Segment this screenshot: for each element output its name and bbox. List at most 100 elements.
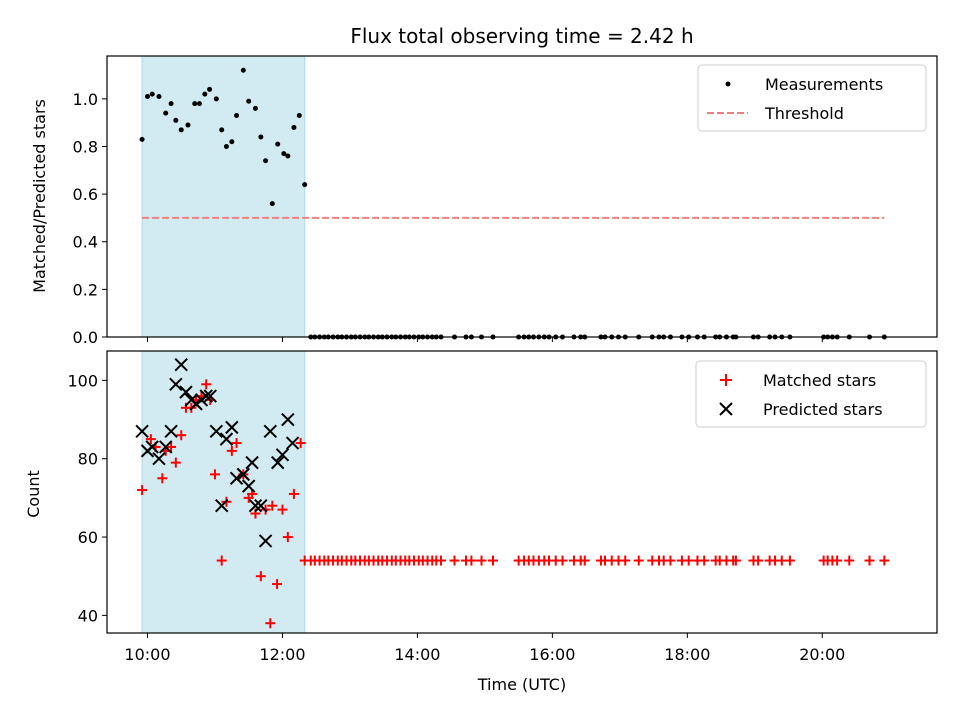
measurement-point	[156, 93, 162, 99]
predicted-star-point	[271, 455, 285, 470]
predicted-star-point	[135, 424, 149, 438]
matched-star-point	[231, 438, 242, 449]
predicted-star-point	[281, 412, 295, 427]
matched-star-point	[277, 504, 288, 515]
x-tick-label: 18:00	[664, 645, 710, 664]
predicted-star-point	[248, 499, 263, 513]
matched-star-point	[295, 438, 306, 449]
predicted-star-point	[152, 452, 166, 466]
matched-star-point	[730, 555, 741, 566]
x-tick-label: 20:00	[799, 645, 845, 664]
measurement-point	[178, 127, 184, 133]
predicted-star-point	[263, 424, 278, 438]
measurement-point	[219, 127, 225, 133]
measurement-point	[223, 143, 229, 149]
measurement-point	[285, 153, 291, 159]
measurement-point	[263, 158, 269, 164]
matched-star-point	[436, 555, 447, 566]
legend-matched-label: Matched stars	[763, 371, 876, 390]
predicted-star-point	[225, 420, 239, 435]
measurement-point	[240, 67, 246, 73]
matched-star-point	[226, 445, 237, 456]
ratio-panel: 0.0 0.2 0.4 0.6 0.8 1.0 Matched/Predicted sta…	[30, 55, 938, 347]
y-tick-label: 0.6	[73, 185, 98, 204]
predicted-star-point	[159, 440, 173, 454]
measurement-point	[281, 151, 287, 157]
observing-span-top	[141, 55, 306, 338]
y-tick-label: 0.4	[73, 233, 98, 252]
matched-star-point	[699, 555, 710, 566]
matched-star-point	[209, 469, 220, 480]
measurement-point	[196, 101, 202, 107]
predicted-star-point	[179, 385, 193, 399]
matched-star-point	[255, 571, 266, 582]
matched-star-point	[579, 555, 590, 566]
ratio-y-axis-label: Matched/Predicted stars	[30, 99, 49, 293]
matched-star-point	[282, 532, 293, 543]
matched-star-point	[879, 555, 890, 566]
chart-title: Flux total observing time = 2.42 h	[350, 24, 693, 48]
x-tick-label: 12:00	[259, 645, 305, 664]
x-tick-label: 10:00	[124, 645, 170, 664]
count-legend: Matched stars Predicted stars	[695, 360, 927, 428]
matched-star-point	[620, 555, 631, 566]
predicted-star-point	[254, 499, 268, 513]
matched-star-point	[832, 555, 843, 566]
measurement-point	[213, 96, 219, 102]
legend-measurements-marker	[725, 81, 731, 87]
predicted-star-point	[209, 424, 224, 438]
matched-star-point	[216, 555, 227, 566]
measurement-point	[173, 117, 179, 123]
predicted-star-point	[145, 440, 159, 454]
legend-threshold-label: Threshold	[764, 104, 844, 123]
predicted-star-point	[245, 455, 259, 470]
measurement-point	[296, 113, 302, 119]
y-tick-label: 80	[78, 450, 98, 469]
measurement-point	[269, 201, 275, 207]
predicted-star-point	[203, 389, 217, 403]
matched-star-point	[864, 555, 875, 566]
predicted-star-point	[219, 432, 234, 446]
measurement-point	[291, 124, 297, 130]
ratio-legend: Measurements Threshold	[697, 64, 927, 132]
predicted-star-point	[285, 436, 300, 450]
count-panel: 40 60 80 100 10:00 12:00 14:00 16:00 18:00 20:00…	[24, 350, 938, 694]
measurement-point	[229, 139, 235, 145]
observing-span-bottom	[141, 350, 306, 634]
matched-star-point	[487, 555, 498, 566]
measurement-point	[192, 101, 198, 107]
matched-star-point	[557, 555, 568, 566]
y-tick-label: 100	[67, 371, 98, 390]
measurement-point	[202, 91, 208, 97]
legend-matched-marker	[720, 374, 732, 386]
predicted-star-point	[169, 377, 183, 391]
predicted-star-point	[174, 358, 188, 372]
matched-star-point	[267, 500, 278, 511]
matched-star-point	[466, 555, 477, 566]
measurement-point	[246, 98, 252, 104]
measurement-point	[207, 86, 213, 92]
matched-star-point	[844, 555, 855, 566]
measurement-point	[168, 101, 174, 107]
x-tick-label: 16:00	[529, 645, 575, 664]
predicted-star-point	[229, 471, 244, 485]
matched-star-point	[176, 430, 187, 441]
measurement-point	[139, 136, 145, 142]
y-tick-label: 0.8	[73, 137, 98, 156]
matched-star-point	[449, 555, 460, 566]
matched-star-point	[683, 555, 694, 566]
measurement-point	[163, 110, 169, 116]
predicted-star-point	[275, 448, 290, 462]
matched-star-point	[784, 555, 795, 566]
legend-predicted-marker	[719, 402, 733, 416]
measurement-point	[149, 91, 155, 97]
matched-star-point	[166, 441, 177, 452]
count-axes-frame	[106, 350, 938, 634]
ratio-axes-frame	[106, 55, 938, 338]
predicted-star-point	[236, 467, 251, 482]
measurement-point	[302, 182, 308, 188]
matched-star-point	[272, 579, 283, 590]
matched-star-point	[157, 473, 168, 484]
measurement-point	[234, 113, 240, 119]
ratio-legend-box	[697, 64, 927, 132]
